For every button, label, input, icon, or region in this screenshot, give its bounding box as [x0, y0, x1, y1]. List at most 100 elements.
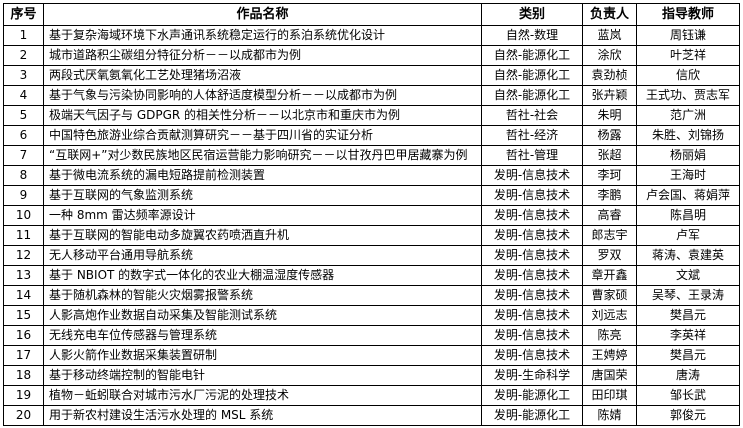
cell-category: 哲社-社会 [481, 105, 583, 126]
cell-index: 4 [3, 85, 44, 106]
cell-leader: 高睿 [582, 205, 637, 226]
cell-advisor: 陈昌明 [636, 205, 740, 226]
cell-index: 10 [3, 205, 44, 226]
cell-title: 一种 8mm 雷达频率源设计 [43, 205, 482, 226]
cell-advisor: 杨丽娟 [636, 145, 740, 166]
cell-index: 15 [3, 305, 44, 326]
table-row: 13 基于 NBIOT 的数字式一体化的农业大棚温湿度传感器 发明-信息技术 章开鑫文… [3, 265, 740, 286]
table-row: 15 人影高炮作业数据自动采集及智能测试系统 发明-信息技术 刘远志 樊昌元 [3, 305, 740, 326]
cell-title: 人影火箭作业数据采集装置研制 [43, 345, 482, 366]
cell-leader: 田印琪 [582, 385, 637, 406]
cell-leader: 罗双 [582, 245, 637, 266]
cell-category: 自然-能源化工 [481, 65, 583, 86]
cell-title: 城市道路积尘碳组分特征分析－－以成都市为例 [43, 45, 482, 66]
cell-title: 人影高炮作业数据自动采集及智能测试系统 [43, 305, 482, 326]
header-row: 序号 作品名称 类别 负责人 指导教师 [3, 3, 740, 26]
cell-advisor: 唐涛 [636, 365, 740, 386]
table-row: 14 基于随机森林的智能火灾烟雾报警系统 发明-信息技术 曹家硕 吴琴、王录涛 [3, 285, 740, 306]
cell-index: 19 [3, 385, 44, 406]
header-category: 类别 [481, 3, 583, 26]
cell-advisor: 邹长武 [636, 385, 740, 406]
cell-index: 11 [3, 225, 44, 246]
cell-leader: 张超 [582, 145, 637, 166]
cell-leader: 李珂 [582, 165, 637, 186]
cell-category: 发明-信息技术 [481, 345, 583, 366]
cell-advisor: 周钰谦 [636, 25, 740, 46]
cell-leader: 曹家硕 [582, 285, 637, 306]
cell-title: 基于互联网的气象监测系统 [43, 185, 482, 206]
table-row: 9 基于互联网的气象监测系统 发明-信息技术 李鹏 卢会国、蒋娟萍 [3, 185, 740, 206]
cell-title: 基于移动终端控制的智能电针 [43, 365, 482, 386]
cell-category: 发明-信息技术 [481, 225, 583, 246]
cell-category: 发明-信息技术 [481, 165, 583, 186]
table-row: 17 人影火箭作业数据采集装置研制 发明-信息技术 王娉婷 樊昌元 [3, 345, 740, 366]
cell-title: 无人移动平台通用导航系统 [43, 245, 482, 266]
cell-index: 8 [3, 165, 44, 186]
cell-index: 18 [3, 365, 44, 386]
table-row: 2 城市道路积尘碳组分特征分析－－以成都市为例 自然-能源化工 涂欣 叶芝祥 [3, 45, 740, 66]
table-row: 16 无线充电车位传感器与管理系统 发明-信息技术 陈亮 李英祥 [3, 325, 740, 346]
cell-index: 12 [3, 245, 44, 266]
cell-index: 5 [3, 105, 44, 126]
table-row: 4 基于气象与污染协同影响的人体舒适度模型分析－－以成都市为例 自然-能源化工 张卉颖… [3, 85, 740, 106]
cell-title: 极端天气因子与 GDPGR 的相关性分析－－以北京市和重庆市为例 [43, 105, 482, 126]
header-advisor: 指导教师 [636, 3, 740, 26]
cell-advisor: 郭俊元 [636, 405, 740, 426]
cell-title: 中国特色旅游业综合贡献测算研究－－基于四川省的实证分析 [43, 125, 482, 146]
cell-index: 17 [3, 345, 44, 366]
cell-leader: 郎志宇 [582, 225, 637, 246]
cell-advisor: 信欣 [636, 65, 740, 86]
cell-category: 发明-能源化工 [481, 385, 583, 406]
cell-leader: 陈亮 [582, 325, 637, 346]
works-table: 序号 作品名称 类别 负责人 指导教师 1 基于复杂海域环境下水声通讯系统稳定运行… [3, 3, 740, 426]
header-index: 序号 [3, 3, 44, 26]
cell-category: 发明-生命科学 [481, 365, 583, 386]
cell-index: 13 [3, 265, 44, 286]
cell-index: 7 [3, 145, 44, 166]
cell-title: 用于新农村建设生活污水处理的 MSL 系统 [43, 405, 482, 426]
cell-category: 哲社-管理 [481, 145, 583, 166]
cell-title: 基于随机森林的智能火灾烟雾报警系统 [43, 285, 482, 306]
table-row: 1 基于复杂海域环境下水声通讯系统稳定运行的系泊系统优化设计 自然-数理 蓝岚 周钰谦 [3, 25, 740, 46]
cell-title: 植物－蚯蚓联合对城市污水厂污泥的处理技术 [43, 385, 482, 406]
cell-leader: 唐国荣 [582, 365, 637, 386]
cell-index: 16 [3, 325, 44, 346]
cell-leader: 陈婧 [582, 405, 637, 426]
cell-title: 基于互联网的智能电动多旋翼农药喷洒直升机 [43, 225, 482, 246]
cell-category: 自然-数理 [481, 25, 583, 46]
cell-advisor: 樊昌元 [636, 345, 740, 366]
cell-advisor: 吴琴、王录涛 [636, 285, 740, 306]
cell-leader: 袁劲桢 [582, 65, 637, 86]
cell-leader: 杨露 [582, 125, 637, 146]
cell-advisor: 蒋涛、袁建英 [636, 245, 740, 266]
table-row: 20 用于新农村建设生活污水处理的 MSL 系统 发明-能源化工 陈婧 郭俊元 [3, 405, 740, 426]
table-row: 11 基于互联网的智能电动多旋翼农药喷洒直升机 发明-信息技术 郎志宇 卢军 [3, 225, 740, 246]
cell-title: 无线充电车位传感器与管理系统 [43, 325, 482, 346]
cell-leader: 王娉婷 [582, 345, 637, 366]
cell-category: 发明-能源化工 [481, 405, 583, 426]
table-row: 5 极端天气因子与 GDPGR 的相关性分析－－以北京市和重庆市为例 哲社-社会 朱明… [3, 105, 740, 126]
cell-category: 发明-信息技术 [481, 205, 583, 226]
cell-category: 自然-能源化工 [481, 45, 583, 66]
cell-index: 6 [3, 125, 44, 146]
header-title: 作品名称 [43, 3, 482, 26]
cell-index: 1 [3, 25, 44, 46]
cell-index: 14 [3, 285, 44, 306]
table-row: 19 植物－蚯蚓联合对城市污水厂污泥的处理技术 发明-能源化工 田印琪 邹长武 [3, 385, 740, 406]
cell-advisor: 王海时 [636, 165, 740, 186]
cell-title: 基于微电流系统的漏电短路提前检测装置 [43, 165, 482, 186]
cell-category: 发明-信息技术 [481, 265, 583, 286]
table-row: 7 “互联网+”对少数民族地区民宿运营能力影响研究－－以甘孜丹巴甲居藏寨为例 哲社-… [3, 145, 740, 166]
cell-title: 基于气象与污染协同影响的人体舒适度模型分析－－以成都市为例 [43, 85, 482, 106]
cell-title: 基于 NBIOT 的数字式一体化的农业大棚温湿度传感器 [43, 265, 482, 286]
cell-category: 发明-信息技术 [481, 185, 583, 206]
cell-leader: 刘远志 [582, 305, 637, 326]
cell-advisor: 叶芝祥 [636, 45, 740, 66]
cell-index: 2 [3, 45, 44, 66]
cell-category: 发明-信息技术 [481, 305, 583, 326]
cell-index: 20 [3, 405, 44, 426]
cell-category: 发明-信息技术 [481, 245, 583, 266]
cell-title: “互联网+”对少数民族地区民宿运营能力影响研究－－以甘孜丹巴甲居藏寨为例 [43, 145, 482, 166]
cell-title: 基于复杂海域环境下水声通讯系统稳定运行的系泊系统优化设计 [43, 25, 482, 46]
table-row: 8 基于微电流系统的漏电短路提前检测装置 发明-信息技术 李珂 王海时 [3, 165, 740, 186]
